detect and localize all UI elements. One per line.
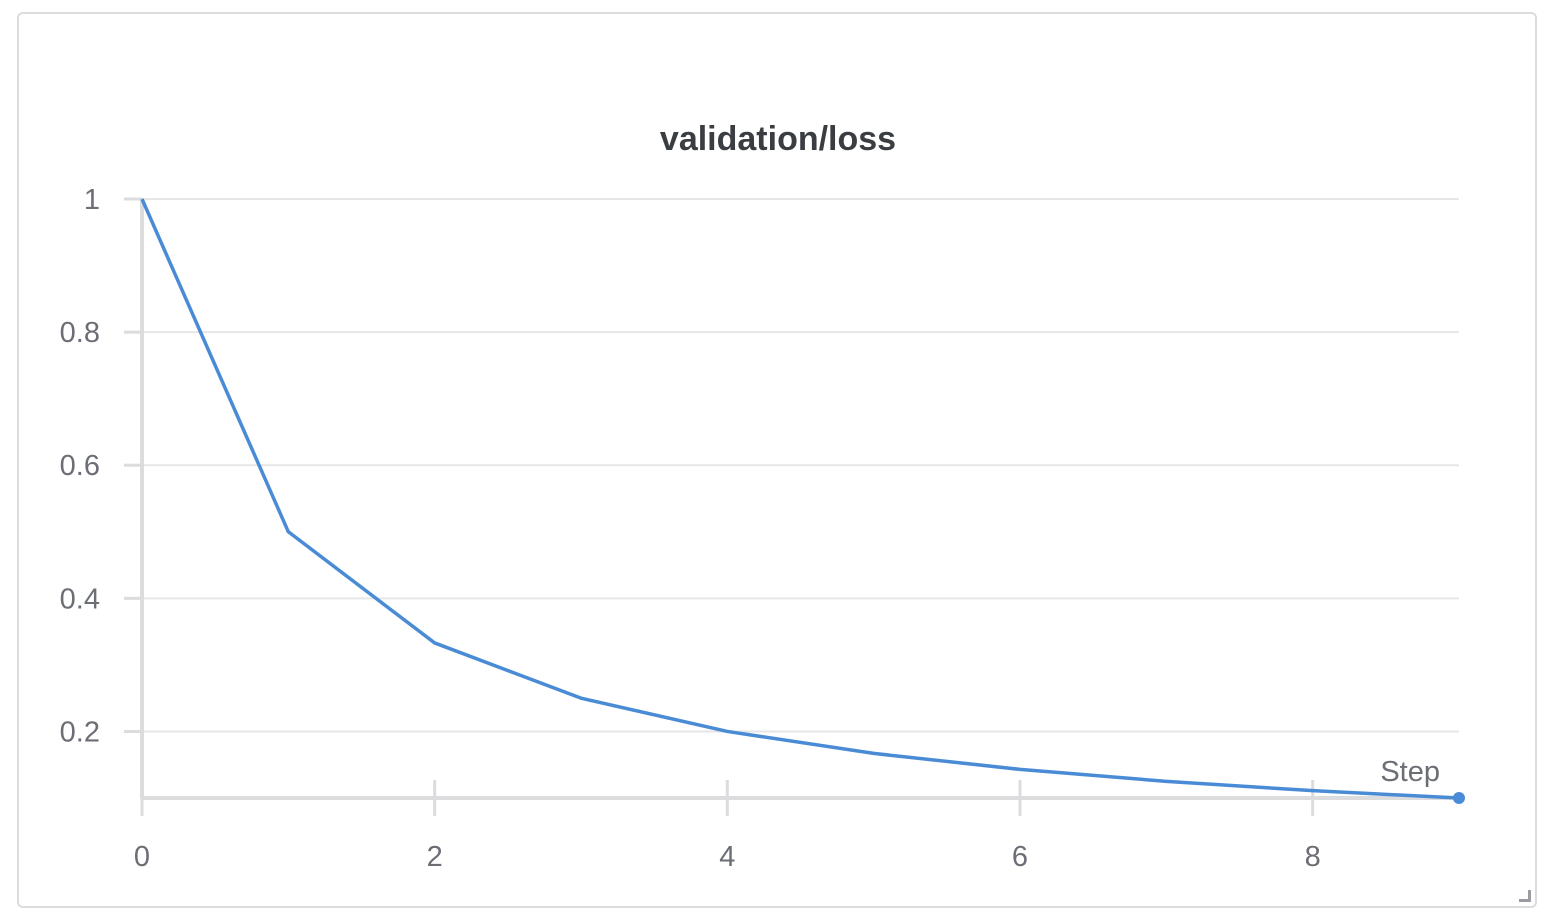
resize-handle-icon[interactable] [1519, 890, 1531, 902]
chart-panel [17, 12, 1537, 908]
series-lines [140, 198, 1465, 804]
x-tick-label: 6 [1012, 841, 1028, 873]
gridlines [142, 198, 1459, 733]
x-tick-label: 4 [719, 841, 735, 873]
x-axis-label: Step [1380, 756, 1440, 788]
x-tick-labels: 0 2 4 6 8 [134, 841, 1321, 873]
y-tick-label: 0.4 [60, 583, 100, 615]
y-tick-label: 0.8 [60, 317, 100, 349]
chart-title: validation/loss [660, 120, 896, 158]
x-tick-label: 0 [134, 841, 150, 873]
y-tick-label: 1 [84, 184, 100, 216]
y-tick-label: 0.2 [60, 716, 100, 748]
y-tick-label: 0.6 [60, 450, 100, 482]
series-line[interactable] [140, 198, 1460, 800]
x-tick-label: 8 [1305, 841, 1321, 873]
y-tick-labels: 0.2 0.4 0.6 0.8 1 [60, 184, 100, 748]
axes [124, 197, 1459, 816]
series-end-point[interactable] [1453, 792, 1465, 804]
x-tick-label: 2 [427, 841, 443, 873]
